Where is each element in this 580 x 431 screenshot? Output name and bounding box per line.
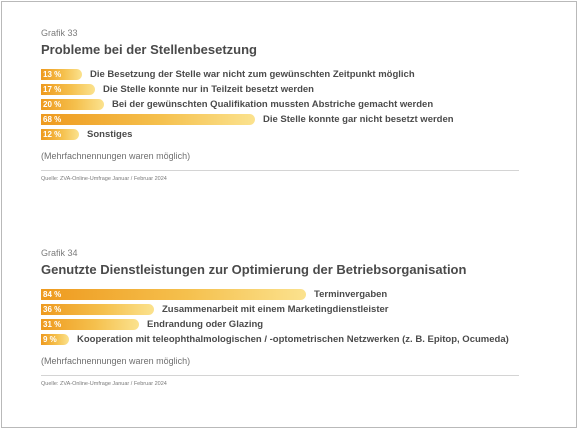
bar <box>41 114 255 125</box>
bar <box>41 304 154 315</box>
bar-value-label: 20 % <box>43 100 62 109</box>
bar-row: 17 % Die Stelle konnte nur in Teilzeit be… <box>41 82 531 97</box>
bar-value-label: 9 % <box>43 335 57 344</box>
bar <box>41 334 69 345</box>
chart-source: Quelle: ZVA-Online-Umfrage Januar / Febr… <box>41 176 167 182</box>
category-label: Zusammenarbeit mit einem Marketingdienst… <box>162 304 389 315</box>
bar-value-label: 17 % <box>43 85 62 94</box>
bar-value-label: 68 % <box>43 115 62 124</box>
category-label: Die Stelle konnte nur in Teilzeit besetz… <box>103 84 314 95</box>
chart-source: Quelle: ZVA-Online-Umfrage Januar / Febr… <box>41 381 167 387</box>
chart-subtitle: Grafik 33 <box>41 28 78 38</box>
bar-value-label: 31 % <box>43 320 62 329</box>
category-label: Endrandung oder Glazing <box>147 319 264 330</box>
chart-subtitle: Grafik 34 <box>41 248 78 258</box>
chart-note: (Mehrfachnennungen waren möglich) <box>41 151 191 161</box>
chart-title: Genutzte Dienstleistungen zur Optimierun… <box>41 262 467 277</box>
divider <box>41 170 519 171</box>
bar <box>41 319 139 330</box>
bar-row: 12 % Sonstiges <box>41 127 531 142</box>
chart-title: Probleme bei der Stellenbesetzung <box>41 42 257 57</box>
bar <box>41 84 95 95</box>
category-label: Die Stelle konnte gar nicht besetzt werd… <box>263 114 454 125</box>
bar-row: 13 % Die Besetzung der Stelle war nicht z… <box>41 67 531 82</box>
chart-section-33: Grafik 33 Probleme bei der Stellenbesetz… <box>41 27 531 183</box>
category-label: Terminvergaben <box>314 289 388 300</box>
bar-row: 36 % Zusammenarbeit mit einem Marketingdi… <box>41 302 531 317</box>
chart-note: (Mehrfachnennungen waren möglich) <box>41 356 191 366</box>
bar <box>41 99 104 110</box>
bar-group: 84 % Terminvergaben 36 % Zusammenarbeit mit… <box>41 287 531 347</box>
category-label: Die Besetzung der Stelle war nicht zum g… <box>90 69 415 80</box>
bar-row: 84 % Terminvergaben <box>41 287 531 302</box>
category-label: Kooperation mit teleophthalmologischen /… <box>77 334 509 345</box>
bar <box>41 129 79 140</box>
divider <box>41 375 519 376</box>
bar-value-label: 36 % <box>43 305 62 314</box>
bar-group: 13 % Die Besetzung der Stelle war nicht z… <box>41 67 531 142</box>
bar <box>41 69 82 80</box>
bar-row: 31 % Endrandung oder Glazing <box>41 317 531 332</box>
chart-section-34: Grafik 34 Genutzte Dienstleistungen zur … <box>41 247 531 388</box>
bar-value-label: 12 % <box>43 130 62 139</box>
bar-row: 20 % Bei der gewünschten Qualifikation mu… <box>41 97 531 112</box>
bar-value-label: 84 % <box>43 290 62 299</box>
category-label: Bei der gewünschten Qualifikation musste… <box>112 99 434 110</box>
category-label: Sonstiges <box>87 129 133 140</box>
bar-row: 68 % Die Stelle konnte gar nicht besetzt … <box>41 112 531 127</box>
bar <box>41 289 306 300</box>
bar-value-label: 13 % <box>43 70 62 79</box>
bar-row: 9 % Kooperation mit teleophthalmologische… <box>41 332 531 347</box>
